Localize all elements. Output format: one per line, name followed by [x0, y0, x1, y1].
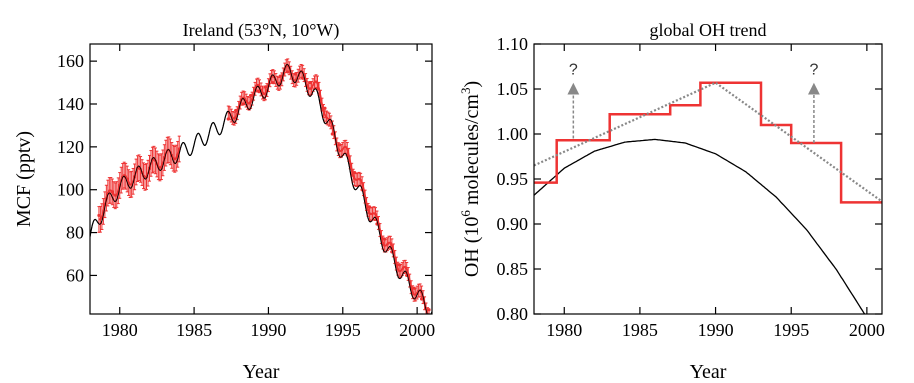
mcf-x-tick-label: 2000 — [399, 320, 435, 340]
mcf-y-tick-label: 140 — [57, 94, 84, 114]
mcf-x-tick-label: 1990 — [250, 320, 286, 340]
oh-y-tick-label: 0.85 — [497, 259, 529, 279]
mcf-observation-segment — [97, 135, 181, 233]
oh-y-label-sup2: 3 — [458, 88, 473, 95]
oh-y-tick-label: 1.10 — [497, 34, 529, 54]
mcf-observation-point — [427, 308, 431, 312]
mcf-observation-point — [271, 80, 275, 85]
mcf-x-axis-label: Year — [243, 361, 280, 383]
mcf-observation-point — [97, 213, 101, 218]
mcf-panel: Ireland (53°N, 10°W) 1980 1985 1990 1995 200… — [13, 20, 435, 383]
mcf-observation-point — [353, 170, 357, 175]
mcf-y-tick-label: 80 — [66, 223, 84, 243]
oh-y-tick-label: 0.80 — [497, 304, 529, 324]
mcf-observation-point — [293, 72, 297, 76]
oh-title: global OH trend — [650, 20, 767, 40]
mcf-observation-point — [382, 237, 387, 241]
mcf-x-tick-label: 1985 — [176, 320, 212, 340]
oh-x-tick-label: 1980 — [546, 320, 582, 340]
oh-y-tick-label: 0.95 — [497, 169, 529, 189]
oh-y-tick-label: 0.90 — [497, 214, 529, 234]
mcf-observation-segment — [226, 58, 431, 314]
oh-y-tick-label: 1.05 — [497, 79, 529, 99]
mcf-y-axis-label: MCF (pptv) — [13, 131, 35, 227]
oh-x-tick-label: 1990 — [698, 320, 734, 340]
mcf-y-tick-label: 100 — [57, 180, 84, 200]
oh-annotation-question-mark: ? — [569, 62, 578, 79]
oh-y-label-middle: molecules/cm — [461, 94, 483, 211]
mcf-observation-point — [338, 143, 342, 147]
mcf-plot-frame — [89, 43, 433, 315]
mcf-observation-point — [397, 263, 401, 267]
mcf-title: Ireland (53°N, 10°W) — [183, 20, 340, 41]
mcf-y-tick-label: 120 — [57, 137, 84, 157]
mcf-y-tick-label: 60 — [66, 265, 84, 285]
oh-x-tick-label: 1995 — [773, 320, 809, 340]
mcf-y-tick-label: 160 — [57, 51, 84, 71]
mcf-model-line-overlay — [90, 63, 432, 314]
oh-y-tick-label: 1.00 — [497, 124, 529, 144]
mcf-observation-point — [323, 106, 327, 110]
mcf-observation-point — [330, 132, 334, 136]
mcf-observation-point — [419, 297, 424, 301]
oh-x-axis-label: Year — [690, 361, 727, 383]
mcf-observation-point — [412, 286, 416, 290]
mcf-observation-point — [308, 80, 312, 85]
mcf-observation-point — [256, 89, 260, 93]
mcf-observation-point — [286, 70, 290, 74]
mcf-x-tick-label: 1995 — [325, 320, 361, 340]
mcf-observation-point — [278, 74, 282, 78]
mcf-observation-point — [301, 76, 305, 80]
oh-panel: global OH trend ?? 1980 1985 1990 1995 2000 0… — [458, 20, 885, 383]
oh-step-line — [534, 81, 882, 204]
mcf-observation-line — [227, 63, 429, 314]
oh-curve-line — [534, 138, 866, 314]
mcf-model-line — [90, 63, 432, 314]
oh-y-label-suffix: ) — [461, 81, 483, 88]
mcf-observation-point — [263, 85, 268, 89]
mcf-observation-point — [110, 190, 114, 194]
oh-y-label-prefix: OH (10 — [461, 217, 483, 278]
oh-y-axis-label: OH (106 molecules/cm3) — [458, 81, 483, 277]
mcf-observation-point — [248, 93, 253, 98]
oh-x-tick-label: 1985 — [622, 320, 658, 340]
oh-plot-frame — [533, 43, 883, 315]
oh-x-tick-label: 2000 — [849, 320, 885, 340]
mcf-observation-point — [234, 108, 238, 113]
mcf-x-tick-label: 1980 — [102, 320, 138, 340]
oh-y-label-sup1: 6 — [458, 210, 473, 217]
mcf-observation-point — [241, 102, 245, 106]
oh-annotation-question-mark: ? — [809, 62, 818, 79]
mcf-observation-point — [367, 205, 372, 209]
mcf-observation-point — [226, 117, 230, 121]
